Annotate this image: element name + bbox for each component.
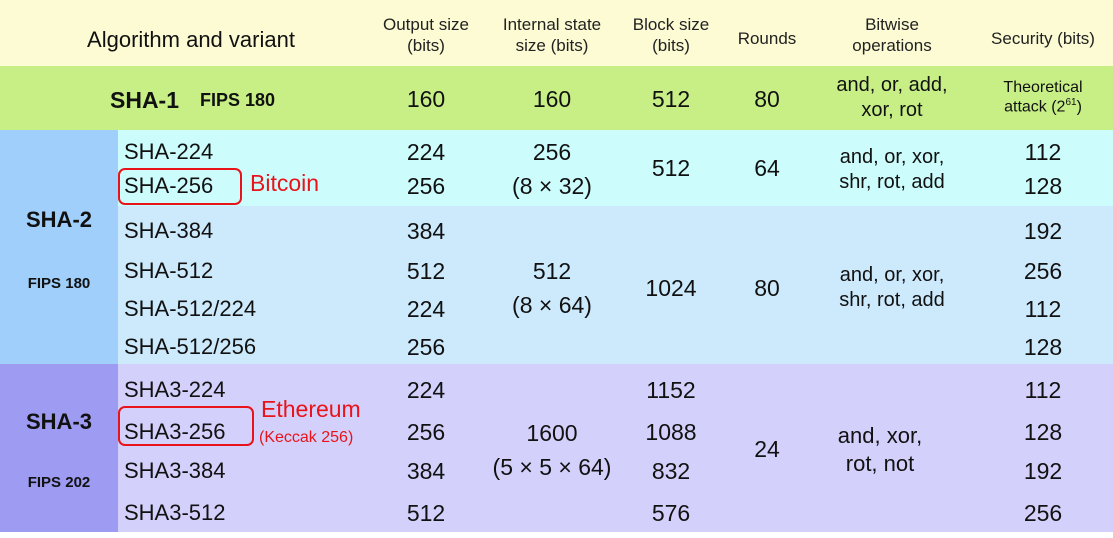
- sha2-row-output: 512: [406, 258, 446, 284]
- sha3-state: 1600: [526, 420, 578, 446]
- sha1-row: [0, 66, 1113, 130]
- sha3-row-block: 1152: [646, 377, 696, 403]
- sha2-row-security: 112: [1024, 296, 1062, 322]
- sha3-row-output: 256: [406, 419, 446, 445]
- sha2b-rounds: 80: [754, 275, 780, 301]
- header-security: Security (bits): [991, 29, 1095, 48]
- sha1-security-pre: Theoretical attack (2: [1003, 79, 1083, 116]
- sha3-row-output: 224: [406, 377, 446, 403]
- sha256-highlight-box: [118, 168, 242, 205]
- sha2-family-cell: [0, 130, 118, 364]
- sha2-row-output: 256: [406, 334, 446, 360]
- sha3-row-block: 1088: [645, 419, 697, 445]
- sha3-row-output: 384: [406, 458, 446, 484]
- sha3-row-security: 112: [1024, 377, 1062, 403]
- sha3-row-security: 192: [1023, 458, 1063, 484]
- sha3-ops: and, xor, rot, not: [837, 423, 923, 476]
- sha2-row-security: 112: [1024, 139, 1062, 165]
- sha3-row-name: SHA3-512: [124, 500, 226, 525]
- table-header: [0, 0, 1113, 66]
- sha2-row-security: 256: [1023, 258, 1063, 284]
- sha2b-state-formula: (8 × 64): [512, 292, 592, 318]
- header-block-size: Block size (bits): [632, 15, 710, 55]
- sha3-row-output: 512: [406, 500, 446, 526]
- sha2a-rounds: 64: [754, 155, 780, 181]
- header-bitwise: Bitwise operations: [852, 15, 932, 55]
- sha3-row-block: 576: [651, 500, 691, 526]
- sha2-row-security: 128: [1023, 173, 1063, 199]
- sha1-name: SHA-1: [110, 87, 180, 113]
- sha1-rounds: 80: [754, 86, 780, 112]
- sha1-security-exp: 61: [1065, 97, 1077, 109]
- sha2-row-output: 224: [406, 296, 446, 322]
- sha2-row-output: 384: [406, 218, 446, 244]
- sha2b-block: 1024: [645, 275, 697, 301]
- sha3-row-security: 256: [1023, 500, 1063, 526]
- sha2-row-output: 224: [406, 139, 446, 165]
- sha2a-state: 256: [532, 139, 572, 165]
- sha2-row-output: 256: [406, 173, 446, 199]
- sha2-row-name: SHA-256: [124, 173, 214, 198]
- sha3-group: [118, 364, 1113, 532]
- sha2a-ops: and, or, xor, shr, rot, add: [839, 146, 945, 193]
- keccak-label: (Keccak 256): [259, 429, 354, 446]
- sha1-state: 160: [532, 86, 572, 112]
- ethereum-label: Ethereum: [261, 396, 361, 422]
- sha3-family-cell: [0, 364, 118, 532]
- sha2b-ops: and, or, xor, shr, rot, add: [839, 264, 945, 311]
- sha2-row-name: SHA-512/224: [124, 296, 257, 321]
- sha3-row-name: SHA3-224: [124, 377, 226, 402]
- bitcoin-label: Bitcoin: [250, 170, 320, 196]
- sha3-row-name: SHA3-256: [124, 419, 226, 444]
- header-output-size: Output size (bits): [383, 15, 469, 55]
- sha1-security-post: ): [1076, 98, 1082, 116]
- sha2-group-a: [118, 130, 1113, 206]
- header-algorithm: Algorithm and variant: [87, 27, 295, 52]
- sha3-row-security: 128: [1023, 419, 1063, 445]
- sha3-256-highlight-box: [118, 406, 254, 446]
- sha2-row-security: 128: [1023, 334, 1063, 360]
- sha2a-block: 512: [651, 155, 691, 181]
- sha2-row-name: SHA-224: [124, 139, 214, 164]
- sha2-row-name: SHA-384: [124, 218, 214, 243]
- sha2-family-name: SHA-2: [25, 207, 93, 232]
- sha3-fips: FIPS 202: [27, 474, 91, 491]
- sha1-ops: and, or, add, xor, rot: [836, 74, 948, 121]
- header-rounds: Rounds: [737, 29, 797, 48]
- sha2b-state: 512: [532, 258, 572, 284]
- sha2-row-security: 192: [1023, 218, 1063, 244]
- header-internal-state: Internal state size (bits): [502, 15, 602, 55]
- sha2-fips: FIPS 180: [27, 275, 91, 292]
- sha1-output: 160: [406, 86, 446, 112]
- sha3-row-block: 832: [651, 458, 691, 484]
- sha2-row-name: SHA-512/256: [124, 334, 257, 359]
- sha2a-state-formula: (8 × 32): [512, 173, 592, 199]
- sha3-family-name: SHA-3: [25, 409, 93, 434]
- sha1-fips: FIPS 180: [200, 90, 276, 110]
- sha2-group-b: [118, 206, 1113, 364]
- sha2-row-name: SHA-512: [124, 258, 214, 283]
- sha3-state-formula: (5 × 5 × 64): [492, 454, 612, 480]
- sha3-row-name: SHA3-384: [124, 458, 226, 483]
- sha3-rounds: 24: [754, 436, 780, 462]
- sha1-block: 512: [651, 86, 691, 112]
- sha1-security: Theoretical attack (261): [1003, 78, 1082, 117]
